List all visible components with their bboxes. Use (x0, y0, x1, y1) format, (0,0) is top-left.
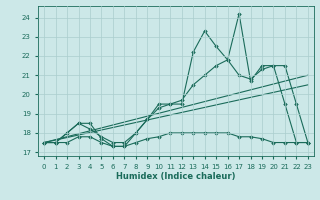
X-axis label: Humidex (Indice chaleur): Humidex (Indice chaleur) (116, 172, 236, 181)
